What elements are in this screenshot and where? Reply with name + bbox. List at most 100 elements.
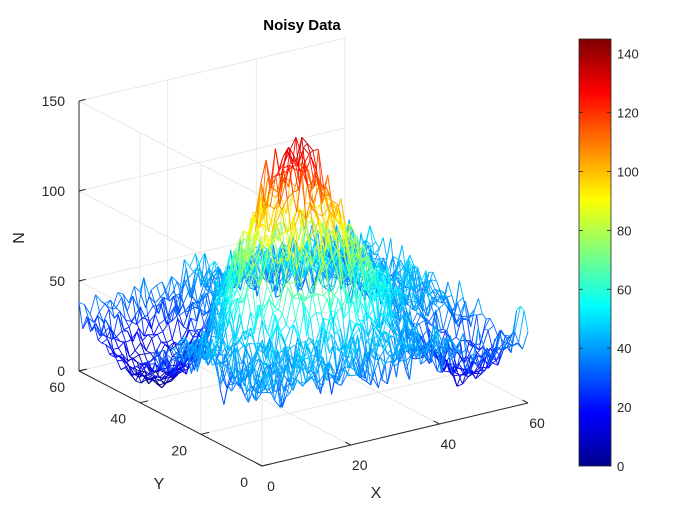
colorbar-tick-label: 120 (617, 106, 639, 121)
mesh-edge (354, 290, 361, 301)
mesh-edge (335, 258, 342, 290)
mesh-edge (100, 300, 106, 304)
mesh-edge (357, 244, 364, 258)
mesh-edge (406, 318, 412, 350)
mesh-edge (177, 356, 185, 364)
mesh-edge (380, 312, 386, 321)
mesh-edge (274, 221, 281, 228)
mesh-edge (278, 332, 285, 344)
mesh-edge (166, 346, 171, 355)
mesh-edge (224, 253, 231, 276)
mesh-edge (78, 302, 85, 306)
mesh-edge (172, 358, 177, 362)
mesh-edge (154, 351, 160, 358)
mesh-edge (379, 356, 386, 364)
mesh-edge (286, 352, 293, 359)
mesh-edge (300, 381, 307, 384)
mesh-edge (417, 274, 425, 285)
mesh-edge (171, 276, 176, 296)
mesh-edge (294, 249, 301, 277)
mesh-edge (462, 297, 468, 317)
mesh-edge (288, 243, 295, 271)
mesh-edge (391, 272, 399, 290)
mesh-edge (245, 367, 251, 387)
mesh-edge (165, 373, 171, 377)
mesh-edge (229, 333, 235, 357)
mesh-edge (265, 372, 270, 390)
mesh-edge (333, 345, 340, 352)
mesh-edge (295, 160, 301, 171)
mesh-edge (261, 285, 268, 313)
mesh-edge (393, 330, 400, 338)
mesh-edge (414, 335, 420, 353)
mesh-edge (342, 342, 350, 358)
mesh-edge (494, 347, 499, 350)
mesh-edge (383, 351, 388, 384)
mesh-edge (104, 303, 110, 310)
mesh-edge (257, 283, 263, 313)
mesh-edge (425, 291, 431, 302)
mesh-edge (381, 379, 388, 385)
mesh-edge (296, 245, 303, 270)
mesh-edge (328, 283, 335, 288)
mesh-edge (339, 285, 345, 319)
mesh-edge (279, 364, 286, 376)
mesh-edge (171, 318, 179, 340)
mesh-edge (516, 306, 521, 311)
mesh-edge (295, 186, 302, 227)
mesh-edge (228, 333, 235, 346)
mesh-edge (237, 297, 244, 303)
mesh-edge (359, 258, 365, 283)
mesh-edge (334, 340, 340, 352)
mesh-edge (261, 372, 268, 392)
mesh-edge (240, 366, 247, 375)
mesh-edge (523, 310, 529, 332)
mesh-edge (384, 331, 390, 338)
mesh-edge (150, 371, 157, 376)
mesh-edge (299, 210, 305, 230)
mesh-edge (143, 375, 150, 381)
mesh-edge (323, 295, 328, 299)
mesh-edge (129, 350, 136, 358)
mesh-edge (133, 286, 139, 309)
mesh-edge (290, 344, 297, 349)
mesh-edge (192, 301, 197, 322)
mesh-edge (456, 375, 462, 387)
mesh-edge (368, 351, 375, 360)
mesh-edge (292, 216, 300, 252)
mesh-edge (370, 276, 377, 280)
mesh-edge (136, 331, 142, 344)
mesh-edge (120, 367, 126, 370)
mesh-edge (274, 148, 280, 171)
mesh-edge (238, 383, 246, 396)
mesh-edge (189, 253, 196, 268)
mesh-edge (275, 259, 281, 289)
mesh-edge (263, 298, 270, 319)
mesh-edge (192, 344, 200, 362)
mesh-edge (244, 259, 249, 262)
mesh-edge (272, 259, 277, 276)
mesh-edge (436, 349, 444, 372)
mesh-edge (200, 342, 207, 345)
mesh-edge (167, 322, 173, 340)
mesh-edge (216, 331, 223, 345)
mesh-edge (198, 252, 206, 265)
mesh-edge (268, 369, 275, 373)
mesh-edge (354, 323, 360, 329)
mesh-edge (442, 297, 447, 304)
mesh-edge (514, 306, 521, 333)
mesh-edge (211, 273, 217, 289)
mesh-edge (266, 362, 272, 377)
mesh-edge (417, 275, 423, 310)
mesh-edge (358, 325, 364, 329)
mesh-edge (203, 283, 208, 287)
mesh-edge (380, 312, 387, 316)
mesh-edge (414, 283, 421, 289)
mesh-edge (318, 372, 326, 383)
mesh-edge (207, 292, 212, 312)
mesh-edge (246, 249, 253, 257)
mesh-edge (244, 255, 251, 261)
mesh-edge (132, 366, 137, 369)
mesh-edge (278, 282, 285, 310)
mesh-edge (304, 305, 310, 338)
